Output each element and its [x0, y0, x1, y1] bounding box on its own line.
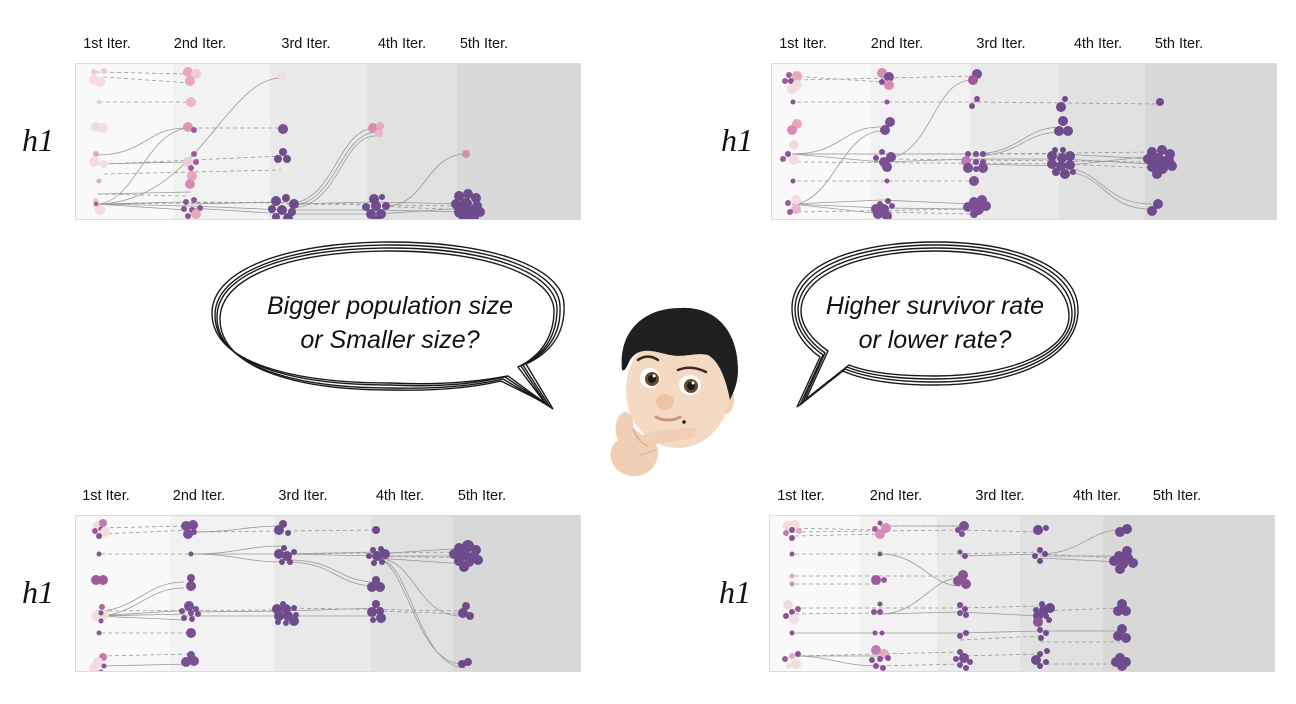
- nodes-iter1: [89, 519, 110, 671]
- iter-label-5: 5th Iter.: [1152, 488, 1202, 504]
- iter-label-4: 4th Iter.: [1072, 488, 1122, 504]
- iter-label-3: 3rd Iter.: [281, 36, 331, 52]
- iter-label-3: 3rd Iter.: [278, 488, 328, 504]
- speech-bubble-right: Higher survivor rate or lower rate?: [785, 237, 1085, 417]
- nodes-iter5: [451, 150, 485, 219]
- nodes-iter5: [449, 540, 483, 668]
- nodes-iter3: [268, 72, 299, 219]
- iter-label-2: 2nd Iter.: [173, 36, 227, 52]
- iter-label-2: 2nd Iter.: [869, 488, 923, 504]
- nodes-iter4: [366, 526, 390, 623]
- speech-bubble-outline-icon: [791, 241, 1079, 408]
- bubble-line-1: Bigger population size: [267, 292, 513, 320]
- iter-label-5: 5th Iter.: [457, 488, 507, 504]
- nodes-iter1: [782, 520, 802, 669]
- row-label-h1: h1: [721, 122, 753, 158]
- thinking-face-icon: [610, 307, 738, 477]
- evolution-chart: [771, 63, 1277, 220]
- bubble-line-2: or Smaller size?: [300, 326, 480, 354]
- iter-label-3: 3rd Iter.: [975, 488, 1025, 504]
- iteration-header: 1st Iter. 2nd Iter. 3rd Iter. 4th Iter. …: [0, 36, 600, 56]
- nodes-iter3: [961, 69, 991, 218]
- population-graph: [782, 520, 1138, 671]
- nodes-iter4: [362, 122, 390, 219]
- bubble-text-right: Higher survivor rate or lower rate?: [785, 289, 1085, 357]
- iteration-header: 1st Iter. 2nd Iter. 3rd Iter. 4th Iter. …: [697, 488, 1296, 508]
- evolution-chart: [75, 63, 581, 220]
- iter-label-4: 4th Iter.: [375, 488, 425, 504]
- speech-bubble-left: Bigger population size or Smaller size?: [205, 237, 575, 417]
- population-graph: [89, 519, 483, 671]
- iter-label-1: 1st Iter.: [777, 488, 825, 504]
- iter-label-4: 4th Iter.: [1073, 36, 1123, 52]
- panel-bottom-right: 1st Iter. 2nd Iter. 3rd Iter. 4th Iter. …: [697, 488, 1296, 678]
- iteration-header: 1st Iter. 2nd Iter. 3rd Iter. 4th Iter. …: [697, 36, 1296, 56]
- nodes-iter2: [179, 520, 201, 667]
- iter-label-1: 1st Iter.: [82, 488, 130, 504]
- iter-label-1: 1st Iter.: [779, 36, 827, 52]
- iteration-header: 1st Iter. 2nd Iter. 3rd Iter. 4th Iter. …: [0, 488, 600, 508]
- row-label-h1: h1: [22, 122, 54, 158]
- nodes-iter2: [869, 520, 891, 671]
- population-graph: [89, 67, 485, 219]
- nodes-iter3: [953, 521, 973, 671]
- panel-bottom-left: 1st Iter. 2nd Iter. 3rd Iter. 4th Iter. …: [0, 488, 600, 678]
- nodes-iter1: [780, 71, 802, 215]
- nodes-iter2: [181, 67, 203, 219]
- bubble-text-left: Bigger population size or Smaller size?: [205, 289, 575, 357]
- thinking-character: [600, 300, 745, 485]
- row-label-h1: h1: [719, 574, 751, 610]
- row-label-h1: h1: [22, 574, 54, 610]
- iter-label-5: 5th Iter.: [459, 36, 509, 52]
- nodes-iter4: [1047, 96, 1076, 179]
- panel-top-left: 1st Iter. 2nd Iter. 3rd Iter. 4th Iter. …: [0, 36, 600, 226]
- nodes-iter2: [871, 68, 896, 219]
- bubble-line-1: Higher survivor rate: [825, 292, 1045, 320]
- bubble-line-2: or lower rate?: [858, 326, 1012, 354]
- population-graph: [780, 68, 1177, 219]
- nodes-iter5: [1143, 98, 1177, 216]
- iter-label-2: 2nd Iter.: [870, 36, 924, 52]
- panel-top-right: 1st Iter. 2nd Iter. 3rd Iter. 4th Iter. …: [697, 36, 1296, 226]
- iter-label-4: 4th Iter.: [377, 36, 427, 52]
- nodes-iter5: [1109, 524, 1138, 671]
- nodes-iter4: [1031, 525, 1055, 669]
- evolution-chart: [75, 515, 581, 672]
- iter-label-1: 1st Iter.: [83, 36, 131, 52]
- iter-label-3: 3rd Iter.: [976, 36, 1026, 52]
- iter-label-2: 2nd Iter.: [172, 488, 226, 504]
- speech-bubble-outline-icon: [211, 241, 565, 410]
- nodes-iter1: [89, 68, 108, 215]
- nodes-iter3: [272, 520, 299, 626]
- iter-label-5: 5th Iter.: [1154, 36, 1204, 52]
- evolution-chart: [769, 515, 1275, 672]
